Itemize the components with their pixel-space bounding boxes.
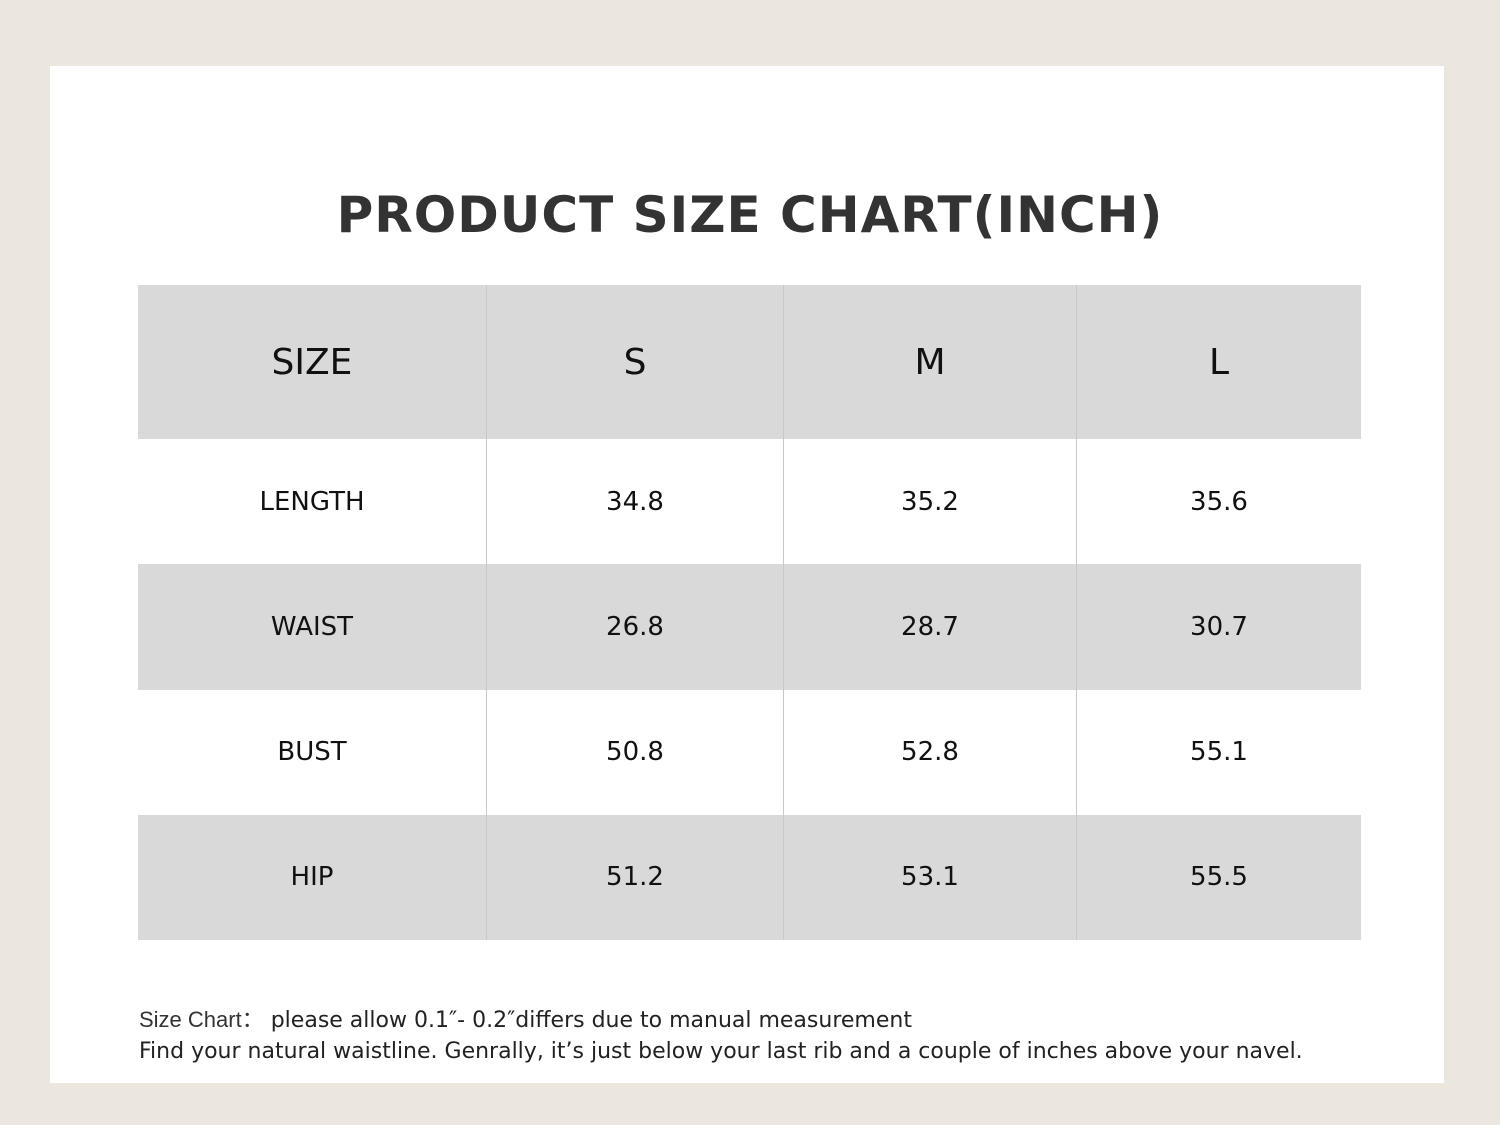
- table-row: BUST 50.8 52.8 55.1: [138, 689, 1361, 815]
- row-label: SIZE: [271, 341, 353, 383]
- table-row: WAIST 26.8 28.7 30.7: [138, 564, 1361, 690]
- cell-value: 30.7: [1076, 564, 1361, 690]
- cell-value: 34.8: [486, 439, 783, 565]
- cell-value: 53.1: [783, 814, 1076, 940]
- row-label: HIP: [290, 862, 334, 893]
- cell-value: 26.8: [486, 564, 783, 690]
- cell-value: 51.2: [486, 814, 783, 940]
- table-row: HIP 51.2 53.1 55.5: [138, 814, 1361, 940]
- cell-value: S: [486, 285, 783, 439]
- cell-value: 35.6: [1076, 439, 1361, 565]
- row-label: WAIST: [270, 611, 354, 642]
- cell-value: 35.2: [783, 439, 1076, 565]
- row-label: BUST: [277, 737, 347, 768]
- note-line: Size Chart： please allow 0.1″- 0.2″diffe…: [139, 1004, 1303, 1036]
- note-label: Size Chart：: [139, 1007, 264, 1032]
- header-row: SIZE S M L: [138, 285, 1361, 439]
- note-text: Find your natural waistline. Genrally, i…: [139, 1039, 1303, 1064]
- table-row: LENGTH 34.8 35.2 35.6: [138, 439, 1361, 565]
- cell-value: L: [1076, 285, 1361, 439]
- title: PRODUCT SIZE CHART(INCH): [336, 186, 1164, 244]
- cell-value: 55.1: [1076, 689, 1361, 815]
- cell-value: 55.5: [1076, 814, 1361, 940]
- row-label: LENGTH: [259, 486, 365, 517]
- cell-value: 52.8: [783, 689, 1076, 815]
- cell-value: 50.8: [486, 689, 783, 815]
- cell-value: 28.7: [783, 564, 1076, 690]
- notes: Size Chart： please allow 0.1″- 0.2″diffe…: [139, 1004, 1303, 1067]
- cell-value: M: [783, 285, 1076, 439]
- size-table: SIZE S M L LENGTH 34.8 35.2 35.6 WAIST 26.8 28.7 30…: [138, 285, 1361, 940]
- note-text: please allow 0.1″- 0.2″differs due to ma…: [270, 1008, 912, 1033]
